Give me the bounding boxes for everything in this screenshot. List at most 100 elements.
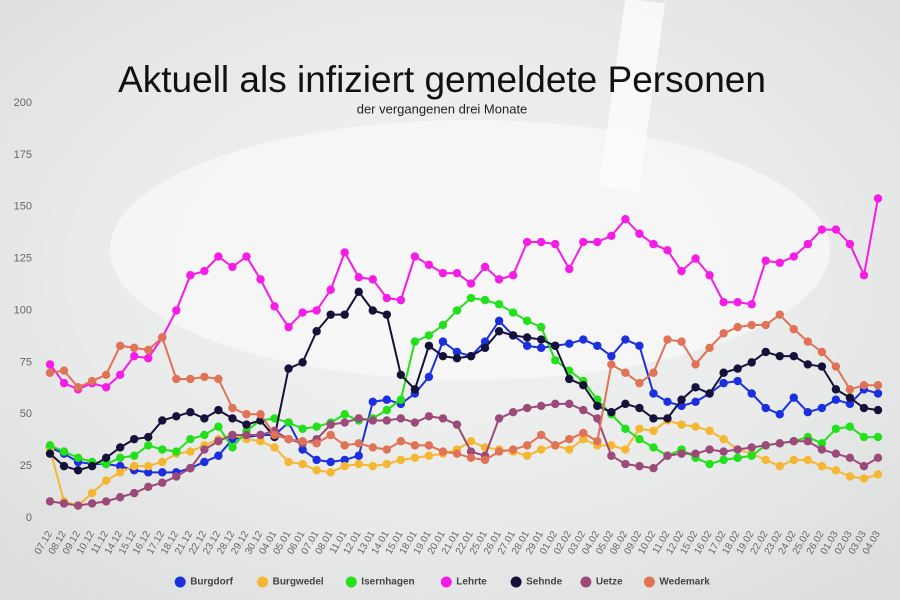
y-tick-label: 150 (14, 201, 32, 213)
data-point (635, 403, 644, 413)
data-point (130, 461, 139, 471)
data-point (228, 430, 237, 440)
data-point (593, 237, 602, 247)
data-point (663, 451, 672, 460)
data-point (115, 468, 125, 477)
data-point (607, 360, 616, 369)
data-point (326, 310, 335, 319)
legend-label: Sehnde (526, 577, 563, 588)
data-point (747, 443, 756, 452)
data-point (73, 466, 83, 475)
data-point (452, 420, 462, 429)
data-point (200, 414, 209, 423)
data-point (256, 275, 265, 284)
data-point (508, 308, 518, 317)
legend-swatch (345, 576, 357, 588)
data-point (480, 337, 490, 346)
data-point (326, 420, 335, 429)
data-point (663, 397, 672, 406)
data-point (649, 239, 658, 249)
data-point (817, 445, 827, 454)
data-point (565, 434, 574, 444)
data-point (803, 337, 813, 346)
data-point (101, 370, 111, 380)
data-point (775, 410, 784, 419)
y-tick-label: 125 (14, 253, 32, 265)
data-point (873, 389, 883, 398)
data-point (719, 368, 728, 377)
data-point (719, 298, 728, 307)
data-point (354, 451, 363, 460)
data-point (382, 310, 392, 319)
data-point (438, 268, 448, 278)
data-point (158, 416, 167, 425)
data-point (45, 449, 55, 458)
data-point (536, 401, 546, 411)
data-point (172, 306, 181, 315)
data-point (831, 424, 841, 433)
data-point (677, 420, 686, 429)
data-point (270, 430, 279, 440)
data-point (368, 461, 377, 471)
data-point (508, 331, 518, 340)
legend-label: Burgwedel (273, 577, 324, 588)
data-point (438, 337, 448, 346)
data-point (186, 271, 195, 280)
data-point (747, 358, 756, 367)
data-point (382, 293, 392, 303)
data-point (396, 414, 406, 423)
data-point (719, 434, 728, 444)
data-point (396, 455, 406, 465)
data-point (733, 445, 742, 454)
data-point (536, 430, 546, 440)
data-point (635, 341, 644, 350)
data-point (130, 343, 139, 353)
data-point (831, 362, 841, 371)
data-point (803, 360, 813, 369)
data-point (480, 262, 490, 272)
data-point (368, 306, 377, 315)
data-point (298, 308, 307, 317)
data-point (200, 266, 209, 276)
data-point (536, 445, 546, 454)
data-point (859, 474, 869, 483)
data-point (551, 239, 560, 249)
data-point (705, 343, 714, 353)
legend-swatch (643, 576, 655, 588)
chart-title: Aktuell als infiziert gemeldete Personen (118, 59, 766, 100)
data-point (635, 461, 644, 471)
data-point (789, 455, 798, 465)
data-point (312, 439, 321, 448)
data-point (536, 237, 546, 247)
data-point (424, 372, 434, 382)
legend-label: Burgdorf (190, 577, 233, 588)
data-point (775, 258, 784, 267)
data-point (396, 437, 406, 446)
data-point (719, 455, 728, 465)
data-point (522, 451, 532, 460)
data-point (522, 316, 532, 326)
data-point (522, 237, 532, 247)
data-point (649, 389, 658, 398)
data-point (242, 252, 251, 261)
data-point (158, 457, 167, 467)
data-point (663, 414, 672, 423)
data-point (649, 443, 658, 452)
data-point (565, 399, 574, 409)
data-point (536, 322, 546, 332)
data-point (424, 412, 434, 421)
data-point (270, 302, 279, 311)
data-point (817, 403, 827, 413)
data-point (845, 385, 855, 394)
data-point (635, 424, 644, 433)
data-point (635, 378, 644, 388)
data-point (186, 374, 195, 384)
data-point (410, 252, 420, 261)
data-point (101, 476, 111, 485)
data-point (565, 445, 574, 454)
data-point (761, 403, 770, 413)
data-point (747, 389, 756, 398)
data-point (635, 434, 644, 444)
data-point (115, 493, 125, 502)
